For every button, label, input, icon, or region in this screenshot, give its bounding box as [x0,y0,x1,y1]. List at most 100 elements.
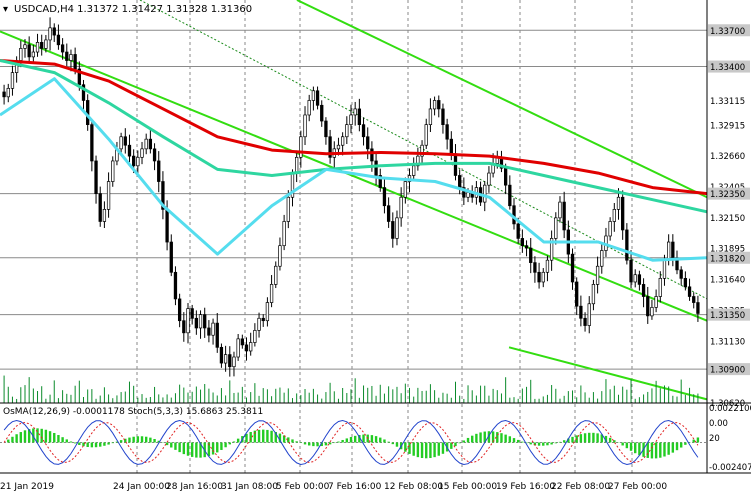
osma-bar [295,441,298,443]
candle-body [161,181,165,210]
price-axis: 1.337001.334001.331151.329151.326601.324… [0,0,751,474]
candle-body [537,271,541,283]
osma-bar [195,442,198,458]
candle-body [428,108,433,126]
osma-bar [588,432,591,443]
candle-body [48,27,52,41]
candle-body [236,338,240,358]
osma-bar [144,436,148,443]
candle-body [261,317,265,322]
symbol-info: USDCAD,H4 1.31372 1.31427 1.31328 1.3136… [14,4,252,15]
candle-body [240,338,244,346]
candle-body [186,308,190,334]
osma-bar [479,432,482,443]
candle-body [583,317,587,326]
osma-bar [186,442,190,456]
candle-body [353,108,357,116]
osma-bar [679,442,683,448]
osma-bar [170,442,173,448]
osma-bar [236,438,240,443]
osma-bar [537,442,541,446]
osma-bar [420,442,424,459]
candle-body [173,271,178,300]
candle-body [671,241,675,259]
osma-bar [441,442,445,454]
candle-body [608,221,612,237]
osma-bar [53,432,56,443]
candle-body [533,262,537,273]
osma-bar [659,442,662,458]
y-tick-label: 1.33115 [710,97,745,107]
osma-bar [132,436,135,443]
candle-body [311,90,316,101]
candle-body [524,245,529,249]
osma-bar [533,442,537,446]
osma-bar [107,442,110,445]
y-tick-label: 1.32660 [710,152,745,162]
osma-bar [320,442,323,447]
osma-bar [57,435,60,443]
moving-average-lines [0,59,708,262]
osma-bar [308,442,311,446]
candle-body [416,155,420,167]
osma-bar [337,441,340,443]
candle-body [679,269,683,279]
candle-body [81,84,86,101]
osma-bar [245,433,248,443]
candle-body [211,322,215,336]
osma-bar [542,442,545,446]
candle-body [658,277,662,297]
candle-body [303,114,307,138]
osma-bar [99,442,102,447]
candle-body [203,314,207,329]
x-tick-label: 7 Feb 16:00 [328,482,382,492]
osma-bar [692,439,695,443]
candle-body [441,108,445,126]
osma-bar [625,442,629,449]
volume-bars [3,375,699,403]
channel-line [296,0,708,199]
osma-bar [521,441,524,443]
osma-bar [262,429,265,443]
moving-average-line [0,59,708,214]
osma-bar [157,440,160,443]
osma-bar [671,442,675,453]
osma-bar [27,429,31,443]
osma-bar [646,442,649,458]
candle-body [336,144,341,150]
candle-body [562,201,566,231]
y-tick-label: 1.31640 [710,276,745,286]
candle-body [437,100,441,110]
osma-bar [7,439,10,443]
y-tick-label: 1.30620 [710,399,745,409]
candle-body [595,265,600,285]
osma-bar [165,442,169,446]
osma-bar [23,430,27,443]
osma-bar [466,437,470,443]
osma-bar [391,442,394,445]
candle-body [6,87,10,98]
osma-bar [429,442,432,459]
candle-body [320,104,324,122]
osma-bar [416,442,420,458]
osma-bar [483,431,486,443]
osma-bar [370,435,374,443]
osma-bar [207,442,211,457]
candle-body [44,39,48,49]
x-tick-label: 31 Jan 08:00 [221,482,278,492]
osma-bar [303,442,307,445]
candle-body [374,160,378,176]
y-tick-label: 1.32150 [710,214,745,224]
candle-body [641,284,646,297]
candle-body [307,100,311,116]
candle-body [119,136,123,150]
osma-bar [404,442,407,452]
candle-body [449,138,453,155]
candle-body [466,192,470,198]
candle-body [106,181,111,210]
y-tick-label: 1.31895 [710,245,745,255]
osma-bar [634,442,637,454]
osma-bar [387,441,390,443]
osma-bar [654,442,658,459]
osma-bar [119,440,123,443]
